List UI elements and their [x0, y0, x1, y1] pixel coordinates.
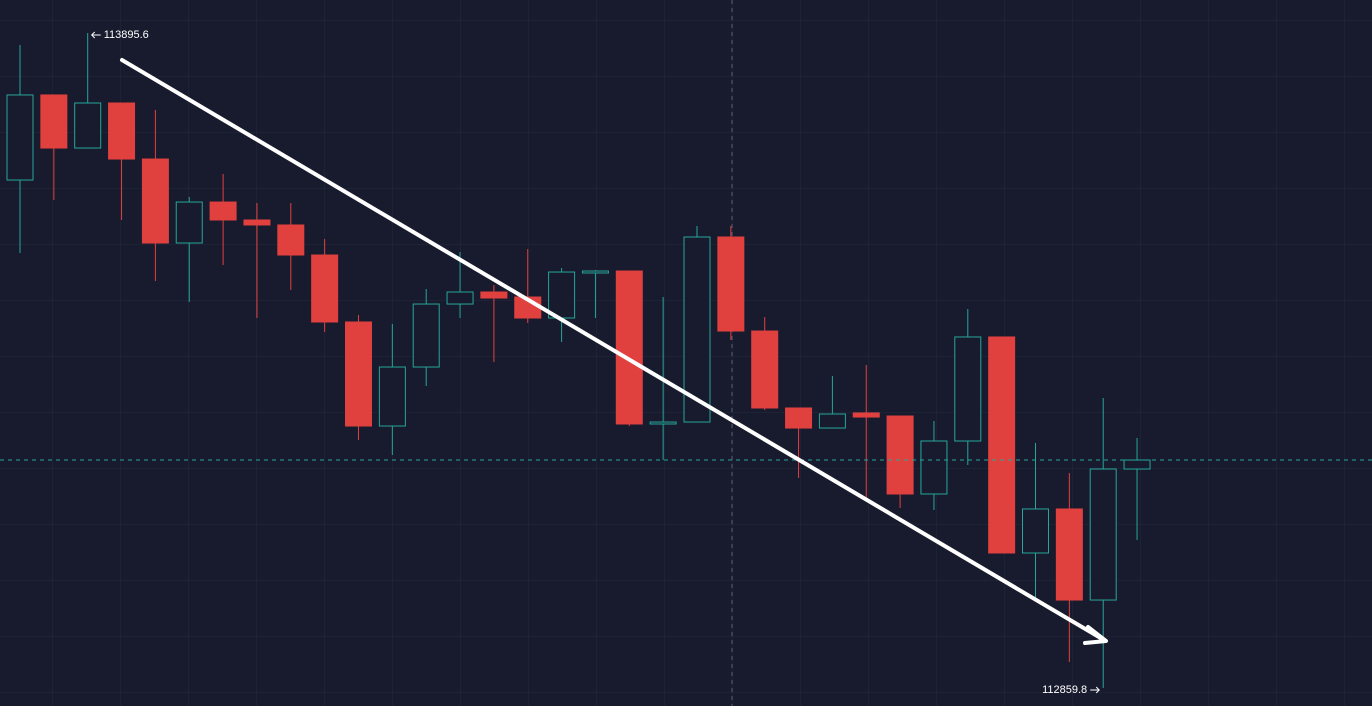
candle-body	[378, 366, 406, 427]
candle-body	[1055, 508, 1083, 601]
candle-body	[345, 321, 372, 427]
low-label: 112859.8	[1042, 684, 1087, 696]
annotations: 113895.6 112859.8	[90, 29, 1100, 696]
candle-body	[615, 270, 643, 425]
candle-body	[818, 413, 846, 429]
candle-body	[311, 254, 339, 323]
candle-body	[480, 291, 508, 299]
candle-body	[74, 102, 102, 149]
candle-body	[1123, 459, 1151, 470]
candle-body	[108, 102, 136, 160]
candle-body	[852, 412, 880, 418]
candle-body	[548, 271, 576, 319]
candle-body	[141, 158, 169, 244]
candle-body	[175, 201, 203, 244]
candle-body	[920, 440, 948, 495]
candles	[0, 33, 1372, 688]
candle-body	[785, 407, 813, 429]
candle-body	[6, 94, 34, 181]
candle-body	[446, 291, 474, 305]
candle-body	[209, 201, 237, 221]
candle-body	[649, 421, 677, 425]
trend-arrow-head	[1083, 625, 1108, 645]
trend-arrow	[120, 58, 1106, 642]
candle-body	[1022, 508, 1049, 554]
candle-body	[988, 336, 1016, 554]
candle-body	[581, 270, 609, 274]
candle-body	[954, 336, 982, 442]
candle-body	[243, 219, 271, 226]
candle-body	[277, 224, 305, 256]
candle-body	[412, 303, 440, 368]
candle-body	[886, 415, 914, 495]
high-label: 113895.6	[104, 29, 149, 41]
candle-body	[751, 330, 779, 409]
high-arrow	[90, 31, 101, 39]
candle-body	[1089, 468, 1117, 601]
candle-body	[40, 94, 68, 149]
candle-body	[717, 236, 745, 332]
low-arrow	[1090, 686, 1100, 694]
candle-body	[683, 236, 711, 423]
